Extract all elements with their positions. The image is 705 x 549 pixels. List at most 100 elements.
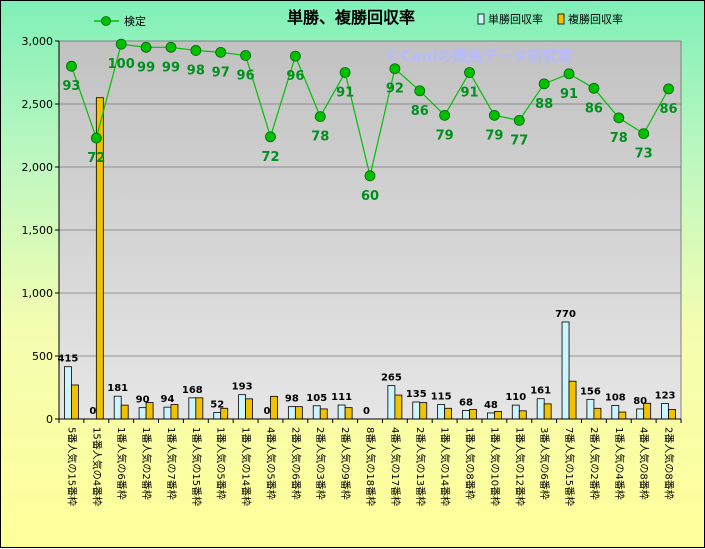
x-tick-label: 1番人気の4番枠 xyxy=(613,427,626,500)
x-tick-label: 1番人気の6番枠 xyxy=(115,427,128,500)
bar-value-label: 181 xyxy=(107,383,128,394)
x-tick-label: 1番人気の7番枠 xyxy=(165,427,178,500)
legend-label-place: 複勝回収率 xyxy=(568,12,623,26)
x-tick-label: 2番人気の8番枠 xyxy=(663,427,676,500)
bar-single xyxy=(611,404,620,420)
line-point xyxy=(66,60,77,72)
x-tick-label: 1番人気の14番枠 xyxy=(439,427,452,506)
line-value-label: 92 xyxy=(386,82,404,97)
bar-value-label: 110 xyxy=(505,392,526,403)
bar-place xyxy=(245,398,254,420)
line-value-label: 91 xyxy=(460,86,478,101)
bar-value-label: 135 xyxy=(406,389,427,400)
bar-value-label: 265 xyxy=(381,373,402,384)
bar-single xyxy=(661,403,669,420)
bar-place xyxy=(120,404,129,420)
x-tick-label: 1番人気の14番枠 xyxy=(240,427,253,506)
line-point xyxy=(389,63,401,75)
legend-label-line: 検定 xyxy=(124,14,146,28)
y-tick-label: 3,000 xyxy=(22,35,54,48)
x-tick-label: 1番人気の15番枠 xyxy=(190,427,203,506)
bar-place xyxy=(195,397,204,420)
axes: 0 500 1,000 1,500 2,000 2,500 3,000 5番人気の15番枠 15… xyxy=(22,35,682,506)
x-tick-label: 1番人気の12番枠 xyxy=(513,427,526,506)
bar-value-label: 48 xyxy=(484,400,498,411)
bar-value-label: 105 xyxy=(306,393,327,404)
line-value-label: 97 xyxy=(212,65,230,80)
line-value-label: 91 xyxy=(336,86,354,101)
line-point xyxy=(488,109,500,121)
bar-value-label: 770 xyxy=(555,309,576,320)
x-tick-label: 4番人気の5番枠 xyxy=(264,427,277,500)
bar-place xyxy=(493,411,502,420)
bar-value-label: 156 xyxy=(580,386,601,397)
bar-single xyxy=(188,397,197,420)
x-tick-label: 8番人気の18番枠 xyxy=(364,427,377,506)
line-point xyxy=(314,111,326,122)
x-tick-label: 2番人気の6番枠 xyxy=(289,427,302,500)
line-point xyxy=(588,82,600,94)
line-point xyxy=(339,67,351,78)
bar-value-label: 90 xyxy=(136,395,150,406)
line-point xyxy=(513,114,525,126)
bar-value-label: 68 xyxy=(459,397,473,408)
chart-title: 単勝、複勝回収率 xyxy=(287,8,415,27)
line-series xyxy=(66,38,674,182)
line-value-label: 86 xyxy=(660,102,678,117)
line-point xyxy=(265,131,276,143)
x-tick-label: 2番人気の2番枠 xyxy=(588,427,601,500)
line-value-label: 79 xyxy=(436,128,454,143)
bar-place xyxy=(394,394,403,420)
bar-single xyxy=(412,401,421,420)
bar-place xyxy=(344,407,353,420)
bar-single xyxy=(511,404,520,420)
bar-single xyxy=(163,406,172,420)
bar-place xyxy=(469,409,477,420)
line-value-label: 72 xyxy=(261,150,279,165)
line-point xyxy=(364,170,376,182)
line-value-label: 99 xyxy=(162,60,180,75)
bar-value-label: 0 xyxy=(263,406,270,417)
x-tick-label: 2番人気の13番枠 xyxy=(414,427,427,506)
line-point xyxy=(563,68,575,80)
x-tick-label: 1番人気の2番枠 xyxy=(140,427,153,500)
line-value-label: 72 xyxy=(87,151,105,166)
bar-value-label: 193 xyxy=(232,382,253,393)
x-tick-label: 2番人気の9番枠 xyxy=(339,427,352,500)
bar-place xyxy=(618,411,627,420)
legend-label-single: 単勝回収率 xyxy=(488,12,543,26)
bar-place xyxy=(518,410,527,420)
x-tick-label: 5番人気の15番枠 xyxy=(65,427,78,506)
bar-place xyxy=(71,384,79,420)
line-value-label: 88 xyxy=(535,97,553,112)
bar-single xyxy=(536,398,545,420)
bar-single xyxy=(387,385,396,420)
x-tick-label: 15番人気の4番枠 xyxy=(90,427,103,506)
bar-value-label: 123 xyxy=(655,391,676,402)
line-value-label: 98 xyxy=(187,63,205,78)
y-tick-label: 1,000 xyxy=(22,287,54,300)
bar-value-label: 168 xyxy=(182,385,203,396)
bar-single xyxy=(636,408,645,420)
line-point xyxy=(414,85,426,97)
legend-bar-swatch-single xyxy=(477,13,485,25)
line-value-label: 100 xyxy=(108,57,135,72)
bar-place xyxy=(319,408,328,420)
x-tick-label: 1番人気の8番枠 xyxy=(464,427,477,500)
line-value-label: 96 xyxy=(286,69,304,84)
line-point xyxy=(140,41,152,53)
data-labels: 415 0 181 90 94 168 52 193 0 98 105 111 0 265 135 115 68… xyxy=(58,57,678,417)
line-point xyxy=(464,67,475,78)
line-point xyxy=(289,50,301,62)
y-tick-label: 1,500 xyxy=(22,224,54,237)
bar-value-label: 0 xyxy=(363,406,370,417)
bar-value-label: 94 xyxy=(160,394,174,405)
bar-single xyxy=(462,410,470,420)
line-point xyxy=(115,38,127,50)
x-tick-label: 3番人気の6番枠 xyxy=(538,427,551,500)
line-value-label: 86 xyxy=(411,104,429,119)
grid-lines xyxy=(59,103,681,357)
line-value-label: 96 xyxy=(237,68,255,83)
legend-bar-swatch-place xyxy=(557,13,565,25)
line-point xyxy=(190,45,202,56)
